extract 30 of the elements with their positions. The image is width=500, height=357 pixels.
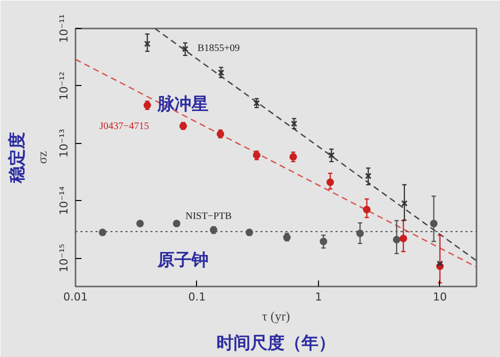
y-axis-title: σz [34,150,50,164]
x-tick-label: 1 [314,290,322,304]
point [436,260,444,267]
y-tick-label: 10⁻¹¹ [58,14,70,43]
annotation: 原子钟 [156,250,208,270]
point [363,206,371,214]
point [290,120,298,127]
x-tick-label: 0.1 [188,290,206,304]
point [401,200,408,207]
point [253,100,260,106]
x-tick-label: 0.01 [63,290,88,304]
annotation: 脉冲星 [156,94,208,114]
text: 稳定度 [8,132,26,184]
y-tick-label: 10⁻¹⁵ [58,244,70,272]
point [326,178,334,186]
y-tick-label: 10⁻¹³ [58,128,70,158]
y-tick-label: 10⁻¹² [58,72,70,100]
annotation: NIST−PTB [186,211,232,222]
point [144,40,151,48]
text: 时间尺度（年） [216,334,336,352]
annotation: B1855+09 [198,43,240,54]
point [182,46,188,52]
x-axis-title: τ (yr) [262,308,290,324]
annotation: J0437−4715 [100,121,150,132]
point [218,69,224,76]
y-tick-label: 10⁻¹⁴ [58,186,70,216]
point [365,172,372,180]
point [328,152,335,158]
point [400,234,408,242]
x-tick-label: 10 [432,290,447,304]
